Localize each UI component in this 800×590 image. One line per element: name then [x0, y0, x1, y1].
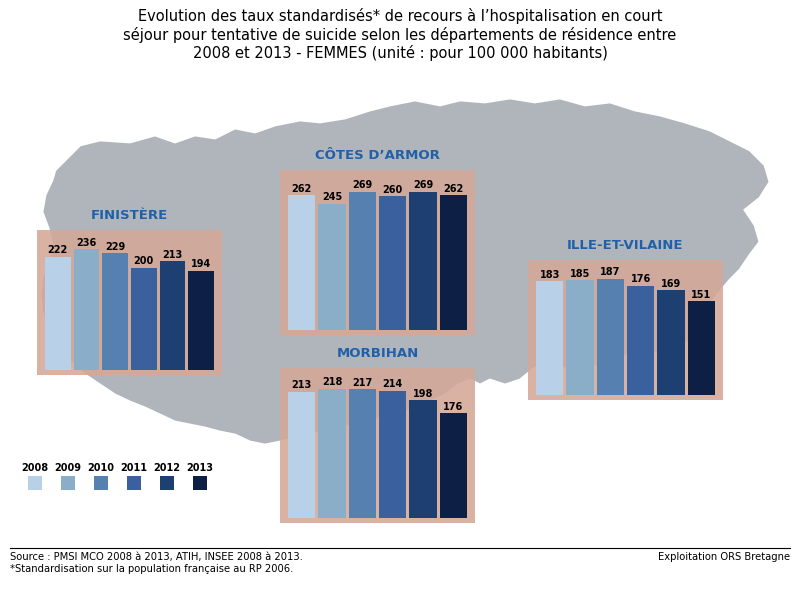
Text: FINISTÈRE: FINISTÈRE — [91, 209, 168, 222]
FancyBboxPatch shape — [37, 230, 222, 375]
FancyBboxPatch shape — [528, 260, 723, 400]
Text: 245: 245 — [322, 192, 342, 202]
Bar — [379, 196, 406, 330]
Bar — [193, 476, 207, 490]
Bar — [410, 401, 437, 518]
Bar — [410, 192, 437, 330]
Text: 2011: 2011 — [121, 463, 147, 473]
Text: Source : PMSI MCO 2008 à 2013, ATIH, INSEE 2008 à 2013.
*Standardisation sur la : Source : PMSI MCO 2008 à 2013, ATIH, INS… — [10, 552, 303, 573]
Text: 185: 185 — [570, 268, 590, 278]
Bar — [349, 192, 376, 330]
Text: 262: 262 — [443, 183, 463, 194]
Text: Exploitation ORS Bretagne: Exploitation ORS Bretagne — [658, 552, 790, 562]
Bar — [74, 250, 99, 370]
Text: 222: 222 — [48, 245, 68, 255]
Bar — [94, 476, 108, 490]
Text: 2008: 2008 — [22, 463, 49, 473]
Text: 183: 183 — [539, 270, 560, 280]
Bar — [160, 261, 186, 370]
Text: 213: 213 — [162, 250, 182, 260]
Bar — [160, 476, 174, 490]
FancyBboxPatch shape — [280, 368, 475, 523]
Text: 2012: 2012 — [154, 463, 181, 473]
Text: 198: 198 — [413, 389, 433, 399]
Text: 200: 200 — [134, 256, 154, 266]
Bar — [318, 389, 346, 518]
Text: Evolution des taux standardisés* de recours à l’hospitalisation en court
séjour : Evolution des taux standardisés* de reco… — [123, 8, 677, 61]
Text: 218: 218 — [322, 377, 342, 387]
Text: 176: 176 — [630, 274, 650, 284]
Bar — [102, 253, 128, 370]
Text: 269: 269 — [352, 180, 373, 190]
Bar — [188, 271, 214, 370]
Bar — [536, 281, 563, 395]
Text: 2010: 2010 — [87, 463, 114, 473]
Text: MORBIHAN: MORBIHAN — [336, 347, 418, 360]
Bar — [349, 389, 376, 518]
Bar — [131, 268, 157, 370]
Text: CÔTES D’ARMOR: CÔTES D’ARMOR — [315, 149, 440, 162]
Text: ILLE-ET-VILAINE: ILLE-ET-VILAINE — [567, 239, 684, 252]
Bar — [566, 280, 594, 395]
Text: 194: 194 — [191, 260, 211, 270]
Bar — [597, 279, 624, 395]
Bar — [318, 204, 346, 330]
Text: 269: 269 — [413, 180, 433, 190]
Text: 214: 214 — [382, 379, 402, 389]
Bar — [440, 195, 467, 330]
Text: 213: 213 — [292, 380, 312, 390]
Bar — [288, 392, 315, 518]
FancyBboxPatch shape — [280, 170, 475, 335]
Bar — [127, 476, 141, 490]
Bar — [688, 301, 715, 395]
Bar — [61, 476, 75, 490]
Bar — [440, 414, 467, 518]
Text: 169: 169 — [661, 278, 681, 289]
Bar — [658, 290, 685, 395]
Text: 217: 217 — [352, 378, 373, 388]
Bar — [288, 195, 315, 330]
Text: 187: 187 — [600, 267, 621, 277]
Text: 236: 236 — [76, 238, 97, 248]
Text: 262: 262 — [292, 183, 312, 194]
Bar — [28, 476, 42, 490]
Text: 176: 176 — [443, 402, 463, 412]
Text: 229: 229 — [105, 241, 126, 251]
Text: 151: 151 — [691, 290, 711, 300]
Text: 260: 260 — [382, 185, 402, 195]
Bar — [627, 286, 654, 395]
Bar — [45, 257, 70, 370]
Text: 2009: 2009 — [54, 463, 82, 473]
Text: 2013: 2013 — [186, 463, 214, 473]
Polygon shape — [40, 98, 770, 445]
Bar — [379, 391, 406, 518]
